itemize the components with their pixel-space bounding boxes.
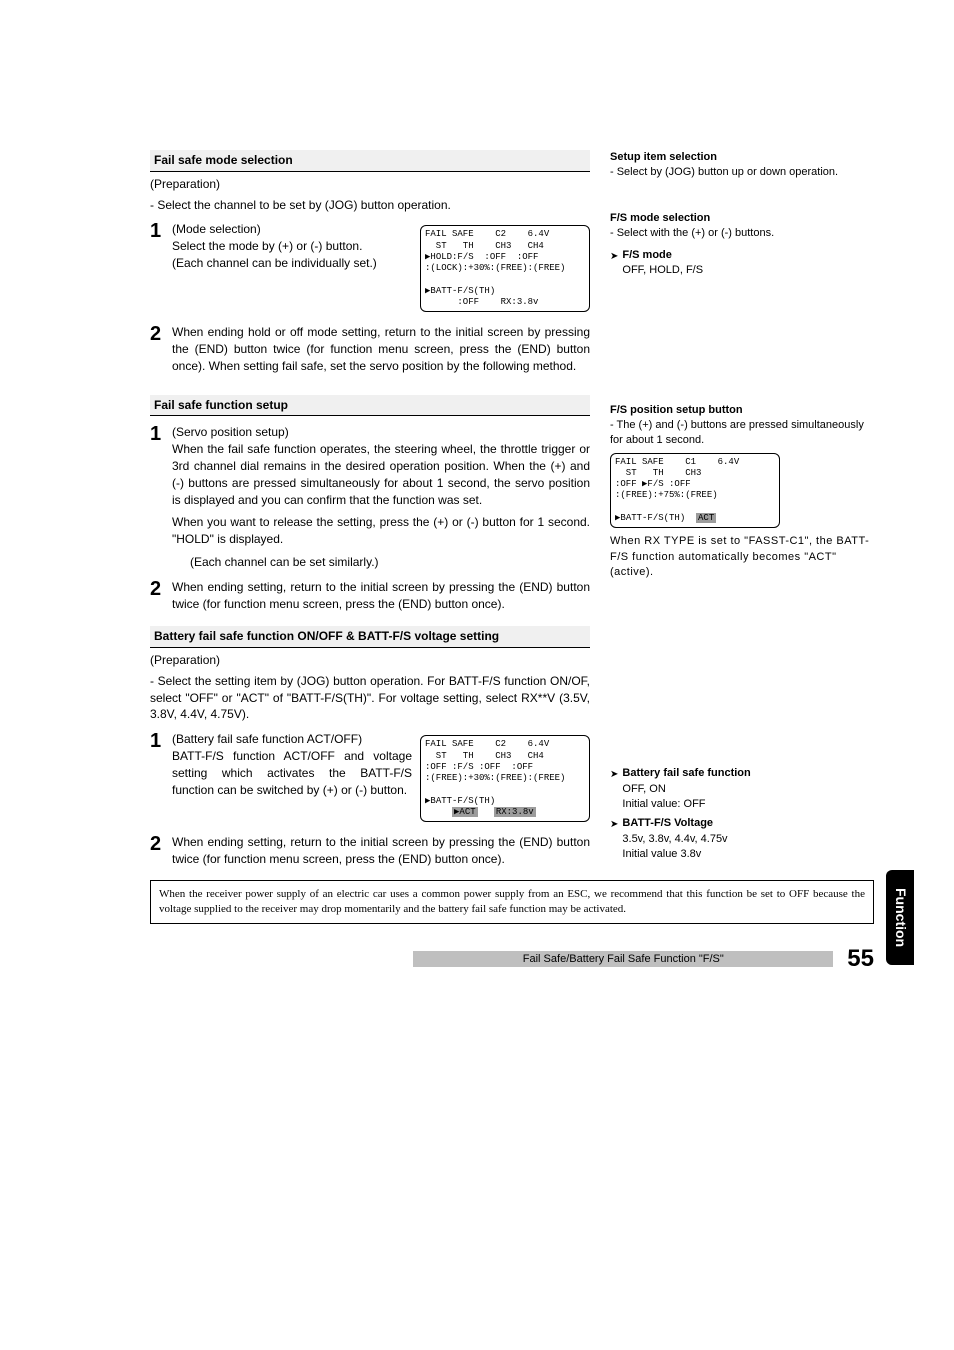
step-num: 1 xyxy=(150,424,172,570)
page-number: 55 xyxy=(847,942,874,976)
lcd-screen-3: FAIL SAFE C2 6.4V ST TH CH3 CH4 :OFF :F/… xyxy=(420,735,590,822)
arrow-icon: ➤ xyxy=(610,818,618,832)
s3-prep: (Preparation) xyxy=(150,652,590,669)
s1-step1c: (Each channel can be individually set.) xyxy=(172,256,377,270)
step-num: 1 xyxy=(150,731,172,826)
s3-step1b: BATT-F/S function ACT/OFF and voltage se… xyxy=(172,749,412,797)
side1-t1: - Select by (JOG) button up or down oper… xyxy=(610,165,874,180)
side1-t2: - Select with the (+) or (-) buttons. xyxy=(610,226,874,241)
side3-t3: 3.5v, 3.8v, 4.4v, 4.75v xyxy=(622,832,727,847)
side3-t2: Initial value: OFF xyxy=(622,797,750,812)
side1-t3: OFF, HOLD, F/S xyxy=(622,263,703,278)
section1-title: Fail safe mode selection xyxy=(150,150,590,172)
side3-t4: Initial value 3.8v xyxy=(622,847,727,862)
side3-h1: Battery fail safe function xyxy=(622,766,750,781)
arrow-icon: ➤ xyxy=(610,768,618,782)
s2-step2: When ending setting, return to the initi… xyxy=(172,579,590,613)
side1-h3: F/S mode xyxy=(622,248,703,263)
step-num: 2 xyxy=(150,834,172,868)
step-num: 2 xyxy=(150,324,172,374)
s1-step1b: Select the mode by (+) or (-) button. xyxy=(172,239,362,253)
side1-h1: Setup item selection xyxy=(610,150,874,165)
lcd-screen-1: FAIL SAFE C2 6.4V ST TH CH3 CH4 ▶HOLD:F/… xyxy=(420,225,590,312)
section3-title: Battery fail safe function ON/OFF & BATT… xyxy=(150,626,590,648)
side2-note: When RX TYPE is set to "FASST-C1", the B… xyxy=(610,534,874,580)
side2-t1: - The (+) and (-) buttons are pressed si… xyxy=(610,418,874,449)
side3-h2: BATT-F/S Voltage xyxy=(622,816,727,831)
s2-step1a: (Servo position setup) xyxy=(172,425,289,439)
side1-h2: F/S mode selection xyxy=(610,211,874,226)
section2-title: Fail safe function setup xyxy=(150,395,590,417)
s3-step1a: (Battery fail safe function ACT/OFF) xyxy=(172,732,362,746)
side3-t1: OFF, ON xyxy=(622,782,750,797)
s2-step1b: When the fail safe function operates, th… xyxy=(172,442,590,506)
side2-h1: F/S position setup button xyxy=(610,403,874,418)
step-num: 1 xyxy=(150,221,172,316)
s3-step2: When ending setting, return to the initi… xyxy=(172,834,590,868)
lcd-screen-2: FAIL SAFE C1 6.4V ST TH CH3 :OFF ▶F/S :O… xyxy=(610,453,780,529)
arrow-icon: ➤ xyxy=(610,250,618,264)
step-num: 2 xyxy=(150,579,172,613)
side-tab: Function xyxy=(886,870,914,965)
s1-prep-text: - Select the channel to be set by (JOG) … xyxy=(150,197,590,214)
footer-bar: Fail Safe/Battery Fail Safe Function "F/… xyxy=(413,951,833,967)
note-box: When the receiver power supply of an ele… xyxy=(150,880,874,925)
s1-step2: When ending hold or off mode setting, re… xyxy=(172,324,590,374)
s2-step1c: When you want to release the setting, pr… xyxy=(172,514,590,548)
s1-prep: (Preparation) xyxy=(150,176,590,193)
s3-prep-text: - Select the setting item by (JOG) butto… xyxy=(150,673,590,723)
s2-step1d: (Each channel can be set similarly.) xyxy=(190,554,590,571)
s1-step1a: (Mode selection) xyxy=(172,222,261,236)
